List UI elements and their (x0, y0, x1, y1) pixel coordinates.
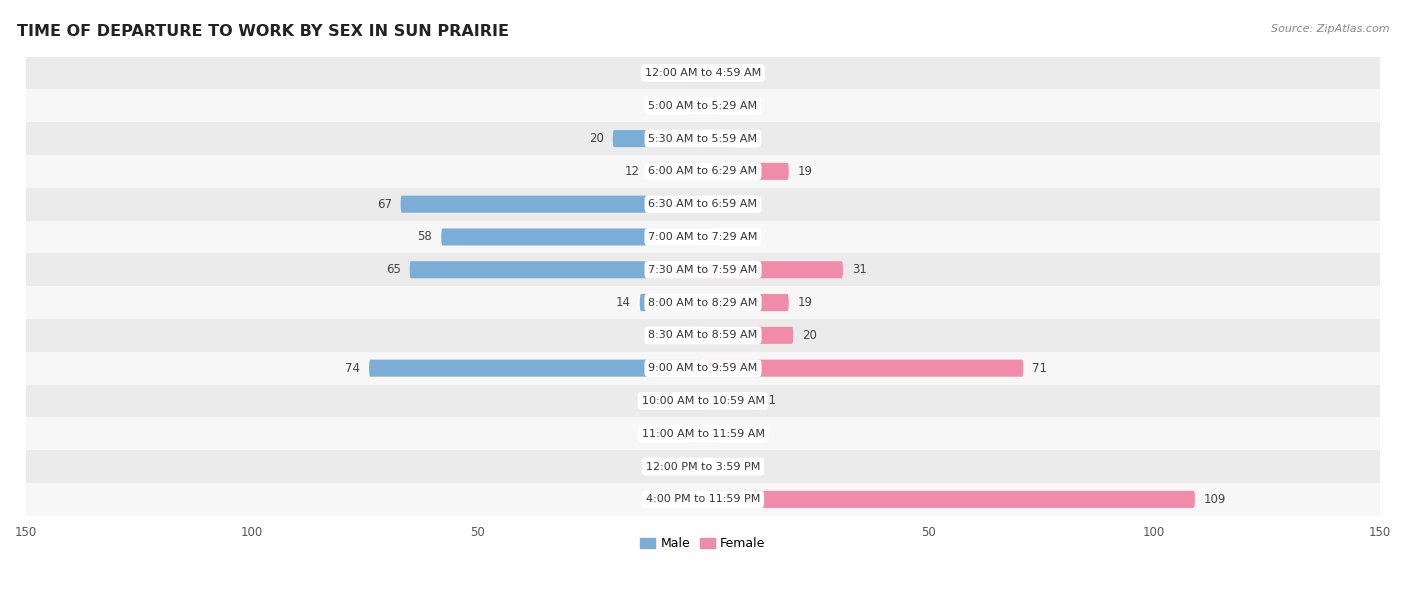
FancyBboxPatch shape (703, 229, 718, 245)
FancyBboxPatch shape (613, 130, 703, 147)
Text: 0: 0 (671, 427, 678, 440)
FancyBboxPatch shape (703, 327, 793, 344)
FancyBboxPatch shape (27, 418, 1379, 450)
FancyBboxPatch shape (688, 425, 703, 443)
Text: Source: ZipAtlas.com: Source: ZipAtlas.com (1271, 24, 1389, 34)
Text: 0: 0 (671, 460, 678, 473)
Text: 10:00 AM to 10:59 AM: 10:00 AM to 10:59 AM (641, 396, 765, 406)
Text: 5:30 AM to 5:59 AM: 5:30 AM to 5:59 AM (648, 134, 758, 144)
FancyBboxPatch shape (688, 491, 703, 508)
FancyBboxPatch shape (368, 359, 703, 377)
Text: 19: 19 (797, 165, 813, 178)
Text: 0: 0 (728, 67, 735, 80)
FancyBboxPatch shape (703, 163, 789, 180)
FancyBboxPatch shape (401, 195, 703, 213)
FancyBboxPatch shape (27, 188, 1379, 220)
Text: 14: 14 (616, 296, 631, 309)
FancyBboxPatch shape (703, 130, 734, 147)
FancyBboxPatch shape (27, 384, 1379, 418)
FancyBboxPatch shape (688, 458, 703, 475)
Text: 0: 0 (671, 99, 678, 112)
FancyBboxPatch shape (703, 425, 718, 443)
Text: 11:00 AM to 11:59 AM: 11:00 AM to 11:59 AM (641, 429, 765, 439)
Text: 31: 31 (852, 263, 866, 276)
Text: 12:00 PM to 3:59 PM: 12:00 PM to 3:59 PM (645, 462, 761, 472)
FancyBboxPatch shape (441, 229, 703, 245)
FancyBboxPatch shape (27, 254, 1379, 286)
FancyBboxPatch shape (27, 352, 1379, 384)
Text: 7:30 AM to 7:59 AM: 7:30 AM to 7:59 AM (648, 265, 758, 275)
FancyBboxPatch shape (27, 155, 1379, 188)
Text: 6:00 AM to 6:29 AM: 6:00 AM to 6:29 AM (648, 166, 758, 176)
FancyBboxPatch shape (703, 359, 1024, 377)
Text: 109: 109 (1204, 493, 1226, 506)
Legend: Male, Female: Male, Female (636, 532, 770, 555)
Text: 71: 71 (1032, 362, 1047, 375)
FancyBboxPatch shape (27, 56, 1379, 89)
FancyBboxPatch shape (703, 491, 1195, 508)
FancyBboxPatch shape (688, 327, 703, 344)
Text: 12: 12 (624, 165, 640, 178)
FancyBboxPatch shape (703, 65, 718, 81)
FancyBboxPatch shape (703, 458, 718, 475)
Text: 0: 0 (728, 198, 735, 211)
FancyBboxPatch shape (703, 261, 842, 279)
FancyBboxPatch shape (640, 294, 703, 311)
FancyBboxPatch shape (688, 393, 703, 409)
Text: 6:30 AM to 6:59 AM: 6:30 AM to 6:59 AM (648, 199, 758, 209)
Text: 58: 58 (418, 230, 432, 244)
Text: 0: 0 (671, 394, 678, 407)
Text: 0: 0 (728, 230, 735, 244)
FancyBboxPatch shape (27, 450, 1379, 483)
Text: 20: 20 (589, 132, 603, 145)
FancyBboxPatch shape (27, 122, 1379, 155)
Text: 67: 67 (377, 198, 392, 211)
FancyBboxPatch shape (27, 220, 1379, 254)
Text: 11: 11 (762, 394, 776, 407)
FancyBboxPatch shape (648, 163, 703, 180)
Text: 5:00 AM to 5:29 AM: 5:00 AM to 5:29 AM (648, 101, 758, 110)
Text: 20: 20 (803, 329, 817, 342)
FancyBboxPatch shape (703, 97, 718, 114)
Text: 0: 0 (671, 493, 678, 506)
Text: 0: 0 (728, 99, 735, 112)
Text: 7: 7 (744, 132, 751, 145)
FancyBboxPatch shape (703, 393, 752, 409)
Text: 4:00 PM to 11:59 PM: 4:00 PM to 11:59 PM (645, 494, 761, 504)
FancyBboxPatch shape (688, 65, 703, 81)
Text: 0: 0 (671, 67, 678, 80)
Text: 0: 0 (728, 427, 735, 440)
Text: 65: 65 (385, 263, 401, 276)
FancyBboxPatch shape (688, 97, 703, 114)
Text: 19: 19 (797, 296, 813, 309)
FancyBboxPatch shape (27, 89, 1379, 122)
Text: 12:00 AM to 4:59 AM: 12:00 AM to 4:59 AM (645, 68, 761, 78)
Text: 74: 74 (344, 362, 360, 375)
Text: TIME OF DEPARTURE TO WORK BY SEX IN SUN PRAIRIE: TIME OF DEPARTURE TO WORK BY SEX IN SUN … (17, 24, 509, 39)
FancyBboxPatch shape (27, 483, 1379, 516)
Text: 9:00 AM to 9:59 AM: 9:00 AM to 9:59 AM (648, 363, 758, 373)
FancyBboxPatch shape (27, 319, 1379, 352)
Text: 0: 0 (671, 329, 678, 342)
FancyBboxPatch shape (27, 286, 1379, 319)
FancyBboxPatch shape (703, 294, 789, 311)
FancyBboxPatch shape (703, 195, 718, 213)
Text: 8:00 AM to 8:29 AM: 8:00 AM to 8:29 AM (648, 298, 758, 308)
Text: 0: 0 (728, 460, 735, 473)
Text: 8:30 AM to 8:59 AM: 8:30 AM to 8:59 AM (648, 330, 758, 340)
FancyBboxPatch shape (409, 261, 703, 279)
Text: 7:00 AM to 7:29 AM: 7:00 AM to 7:29 AM (648, 232, 758, 242)
